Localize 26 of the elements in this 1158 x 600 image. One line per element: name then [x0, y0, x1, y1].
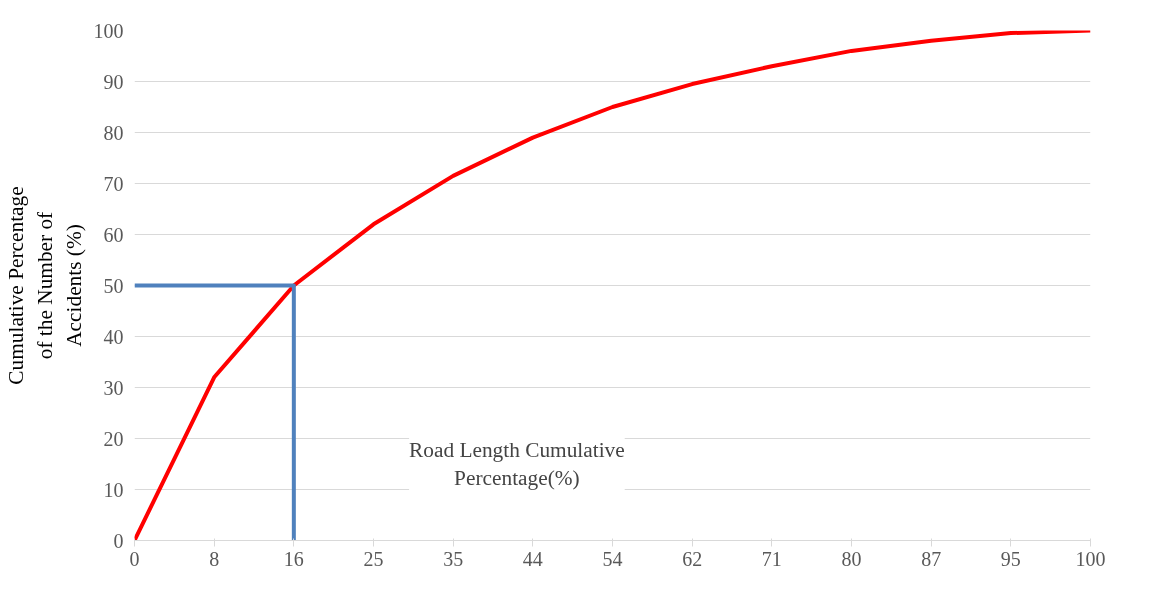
x-tick-label: 54 — [602, 547, 623, 570]
y-tick-label: 70 — [103, 172, 124, 195]
x-tick-label: 71 — [761, 547, 782, 570]
x-tick-label: 100 — [1075, 547, 1106, 570]
y-tick-label: 80 — [103, 121, 124, 144]
y-tick-label: 40 — [103, 325, 124, 348]
y-tick-label: 0 — [113, 529, 124, 552]
y-axis-title: Cumulative Percentage of the Number of Accidents (%) — [3, 186, 86, 385]
y-tick-label: 100 — [93, 19, 124, 42]
y-tick-label: 30 — [103, 376, 124, 399]
x-tick-label: 80 — [841, 547, 862, 570]
x-tick-label: 95 — [1000, 547, 1021, 570]
x-tick-label: 44 — [522, 547, 543, 570]
x-tick-label: 25 — [363, 547, 384, 570]
y-tick-label: 50 — [103, 274, 124, 297]
x-tick-label: 8 — [209, 547, 220, 570]
x-tick-label: 87 — [921, 547, 942, 570]
x-axis-title: Road Length Cumulative Percentage(%) — [409, 437, 625, 491]
x-tick-label: 62 — [682, 547, 703, 570]
x-tick-label: 16 — [283, 547, 304, 570]
x-tick-label: 35 — [443, 547, 464, 570]
y-tick-label: 20 — [103, 427, 124, 450]
y-tick-label: 10 — [103, 478, 124, 501]
y-tick-label: 90 — [103, 70, 124, 93]
x-tick-label: 0 — [129, 547, 140, 570]
y-tick-label: 60 — [103, 223, 124, 246]
